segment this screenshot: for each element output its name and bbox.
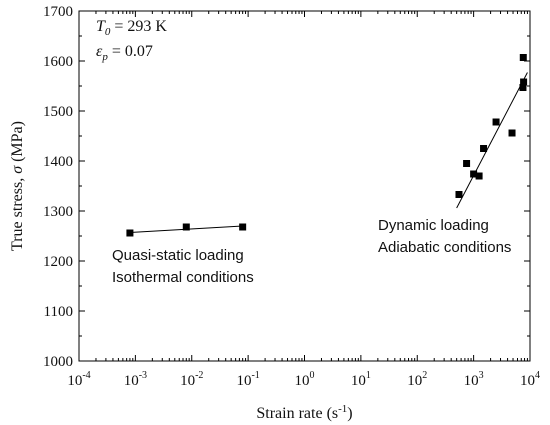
x-tick-label: 10-4	[67, 370, 90, 389]
y-tick-label: 1300	[43, 204, 73, 220]
data-point	[508, 129, 516, 137]
y-axis-title: True stress, σ (MPa)	[9, 121, 26, 251]
annotation-quasi-static-loading: Quasi-static loading	[112, 247, 244, 264]
y-tick-label: 1600	[43, 54, 73, 70]
data-point	[239, 223, 247, 231]
data-point	[475, 172, 483, 180]
y-tick-label: 1200	[43, 254, 73, 270]
data-point	[470, 170, 478, 178]
y-tick-label: 1500	[43, 104, 73, 120]
data-point	[455, 191, 463, 198]
y-tick-label: 1000	[43, 354, 73, 370]
annotation-dynamic-loading: Dynamic loading	[378, 217, 489, 234]
data-point	[463, 160, 471, 167]
y-tick-label: 1700	[43, 4, 73, 20]
x-tick-label: 10-3	[124, 370, 147, 389]
data-point	[519, 84, 527, 91]
annotation-isothermal-conditions: Isothermal conditions	[112, 269, 254, 286]
y-tick-label: 1100	[44, 304, 73, 320]
y-axis-ticks: 1000 1100 1200 1300 1400 1500 1600 1700	[43, 4, 530, 370]
data-markers	[126, 54, 528, 237]
fit-line	[456, 72, 528, 209]
annotation-adiabatic-conditions: Adiabatic conditions	[378, 239, 511, 256]
data-point	[492, 118, 500, 126]
x-axis-ticks: 10-4 10-3 10-2 10-1 100 101 102 103 104	[67, 11, 540, 389]
data-point	[520, 78, 528, 86]
x-tick-label: 104	[520, 370, 540, 389]
annotation-temperature: T0 = 293 K	[96, 18, 167, 38]
x-tick-label: 100	[295, 370, 315, 389]
x-tick-label: 103	[464, 370, 484, 389]
plot-frame	[78, 10, 531, 362]
y-tick-label: 1400	[43, 154, 73, 170]
x-tick-label: 10-1	[236, 370, 259, 389]
data-point	[182, 223, 190, 231]
data-point	[480, 145, 488, 152]
x-axis-title: Strain rate (s-1)	[256, 403, 352, 422]
data-point	[126, 229, 134, 237]
fit-lines	[129, 72, 528, 233]
x-tick-label: 10-2	[180, 370, 203, 389]
x-tick-label: 102	[407, 370, 427, 389]
data-point	[519, 54, 527, 61]
x-tick-label: 101	[351, 370, 371, 389]
annotation-plastic-strain: εp = 0.07	[96, 43, 153, 63]
